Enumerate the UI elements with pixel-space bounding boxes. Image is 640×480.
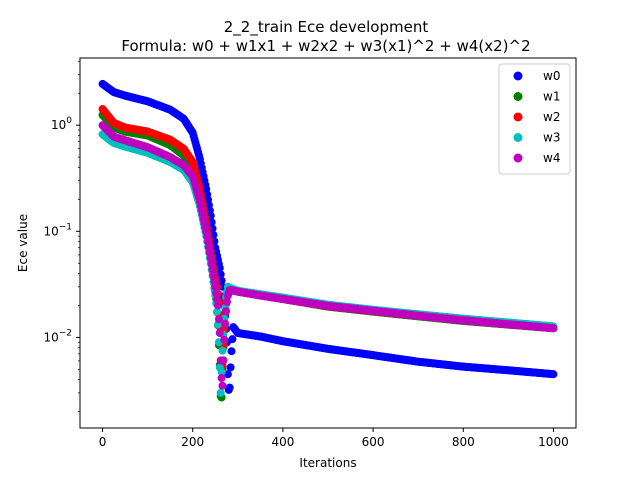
point-w4 <box>214 315 223 324</box>
data-points <box>98 79 558 402</box>
point-w4 <box>212 289 221 298</box>
point-w4 <box>219 356 228 365</box>
x-tick-label: 800 <box>452 435 475 449</box>
point-w4 <box>549 324 558 333</box>
point-w3 <box>216 388 225 397</box>
point-w0 <box>228 335 237 344</box>
legend-marker-w0 <box>513 71 523 81</box>
point-w3 <box>218 346 227 355</box>
point-w3 <box>213 307 222 316</box>
legend-label-w1: w1 <box>543 90 560 104</box>
x-tick-label: 200 <box>181 435 204 449</box>
x-axis-ticks: 0 200 400 600 800 1000 <box>99 428 569 449</box>
point-w4 <box>218 381 227 390</box>
chart-title-line2: Formula: w0 + w1x1 + w2x2 + w3(x1)^2 + w… <box>121 37 530 55</box>
x-axis-label: Iterations <box>299 456 356 470</box>
point-w4 <box>211 282 220 291</box>
legend: w0 w1 w2 w3 w4 <box>498 63 571 175</box>
point-w4 <box>220 335 229 344</box>
x-tick-label: 600 <box>362 435 385 449</box>
point-w4 <box>222 307 231 316</box>
x-tick-label: 0 <box>99 435 107 449</box>
point-w4 <box>217 374 226 383</box>
series-w4 <box>98 121 558 390</box>
plot-frame <box>79 57 577 429</box>
point-w4 <box>215 329 224 338</box>
point-w4 <box>221 319 230 328</box>
point-w4 <box>223 297 231 306</box>
legend-marker-w4 <box>513 153 523 163</box>
chart-title-line1: 2_2_train Ece development <box>224 18 429 37</box>
point-w0 <box>549 370 558 379</box>
legend-label-w2: w2 <box>543 110 560 124</box>
point-w0 <box>223 370 232 379</box>
point-w0 <box>226 363 235 372</box>
legend-box <box>498 63 571 175</box>
x-tick-label: 400 <box>271 435 294 449</box>
point-w4 <box>213 295 222 304</box>
legend-marker-w1 <box>513 92 523 101</box>
legend-marker-w3 <box>513 133 523 142</box>
x-tick-label: 1000 <box>538 435 569 449</box>
y-axis-label: Ece value <box>16 214 30 272</box>
series-w0 <box>98 79 558 394</box>
point-w0 <box>227 347 236 356</box>
legend-label-w3: w3 <box>543 131 560 145</box>
point-w0 <box>225 383 234 392</box>
legend-label-w4: w4 <box>543 151 560 165</box>
point-w4 <box>213 301 222 310</box>
point-w0 <box>215 264 224 273</box>
legend-label-w0: w0 <box>543 69 560 83</box>
legend-marker-w2 <box>513 112 523 122</box>
point-w3 <box>217 367 226 376</box>
